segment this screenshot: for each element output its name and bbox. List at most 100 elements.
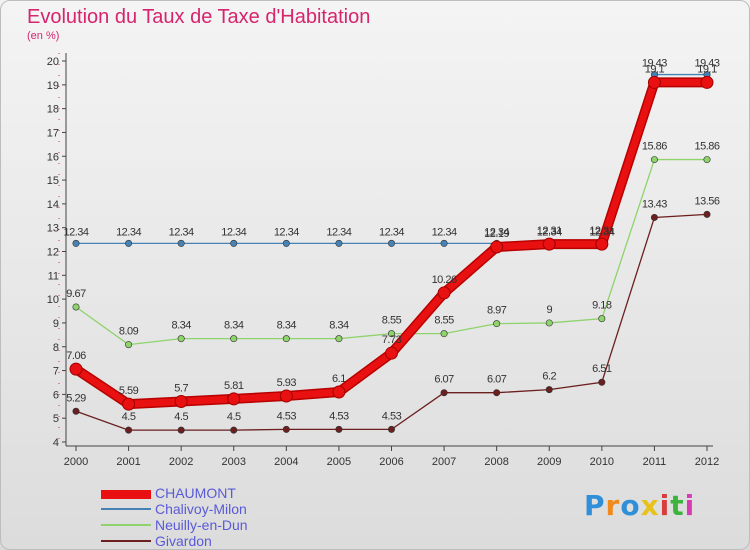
data-point xyxy=(335,239,343,247)
data-point xyxy=(440,389,448,397)
data-point xyxy=(279,389,293,403)
data-label: 15.86 xyxy=(642,141,667,153)
chart-title: Evolution du Taux de Taxe d'Habitation xyxy=(27,6,371,28)
data-point xyxy=(125,239,133,247)
x-tick-label: 2012 xyxy=(695,456,719,468)
data-point xyxy=(387,425,395,433)
y-tick-label: 5 xyxy=(53,413,59,425)
y-tick-label: 8 xyxy=(53,342,59,354)
x-tick-label: 2010 xyxy=(590,456,614,468)
data-label: 19.43 xyxy=(642,58,667,70)
x-tick-label: 2005 xyxy=(327,456,351,468)
data-label: 6.07 xyxy=(434,374,454,386)
x-tick-label: 2002 xyxy=(169,456,193,468)
data-point xyxy=(437,286,451,300)
data-label: 6.51 xyxy=(592,363,612,375)
data-label: 4.53 xyxy=(329,410,349,422)
data-point xyxy=(122,397,136,411)
data-label: 12.34 xyxy=(169,226,194,238)
legend-label-chaumont: CHAUMONT xyxy=(155,485,236,501)
data-label: 7.73 xyxy=(382,334,402,346)
y-tick-label: 19 xyxy=(47,80,59,92)
data-label: 9.18 xyxy=(592,300,612,312)
legend-swatch-chalivoy-milon xyxy=(101,508,151,510)
data-label: 9.67 xyxy=(66,288,86,300)
data-point xyxy=(227,392,241,406)
y-tick-label: 14 xyxy=(47,199,59,211)
data-point xyxy=(440,239,448,247)
x-tick-label: 2011 xyxy=(643,456,667,468)
data-label: 12.34 xyxy=(116,226,141,238)
data-point xyxy=(650,156,658,164)
logo-letter: t xyxy=(670,489,685,522)
data-label: 12.34 xyxy=(432,226,457,238)
data-point xyxy=(125,341,133,349)
data-label: 8.55 xyxy=(434,315,454,327)
data-label: 12.34 xyxy=(589,226,614,238)
data-label: 4.5 xyxy=(227,411,241,423)
data-point xyxy=(72,407,80,415)
data-point xyxy=(230,239,238,247)
data-label: 6.1 xyxy=(332,373,346,385)
data-label: 6.2 xyxy=(542,371,556,383)
data-label: 12.34 xyxy=(379,226,404,238)
data-point xyxy=(703,210,711,218)
data-label: 10.26 xyxy=(432,274,457,286)
y-tick-label: 16 xyxy=(47,151,59,163)
logo-letter: i xyxy=(684,489,696,522)
data-point xyxy=(174,395,188,409)
unit-label: (en %) xyxy=(27,30,60,42)
data-point xyxy=(282,239,290,247)
data-label: 13.43 xyxy=(642,198,667,210)
data-point xyxy=(230,426,238,434)
data-label: 12.34 xyxy=(484,226,509,238)
legend-swatch-chaumont xyxy=(101,490,151,499)
data-point xyxy=(647,75,661,89)
logo-letter: P xyxy=(584,489,606,522)
data-point xyxy=(387,330,395,338)
data-point xyxy=(230,335,238,343)
data-point xyxy=(72,239,80,247)
data-point xyxy=(335,425,343,433)
legend-swatch-neuilly-en-dun xyxy=(101,524,151,526)
data-point xyxy=(545,319,553,327)
data-point xyxy=(595,237,609,251)
data-point xyxy=(125,426,133,434)
data-label: 19.1 xyxy=(697,63,717,75)
y-tick-label: 10 xyxy=(47,294,59,306)
y-tick-label: 4 xyxy=(53,437,59,449)
data-point xyxy=(700,75,714,89)
legend-label-chalivoy-milon: Chalivoy-Milon xyxy=(155,501,247,517)
legend-label-neuilly-en-dun: Neuilly-en-Dun xyxy=(155,517,248,533)
y-tick-label: 20 xyxy=(47,56,59,68)
logo-letter: r xyxy=(605,489,621,522)
data-label: 4.53 xyxy=(382,410,402,422)
data-label: 12.34 xyxy=(274,226,299,238)
logo-letter: i xyxy=(659,489,671,522)
data-label: 7.06 xyxy=(66,350,86,362)
data-point xyxy=(598,378,606,386)
data-label: 5.29 xyxy=(66,392,86,404)
data-label: 12.34 xyxy=(63,226,88,238)
data-point xyxy=(385,346,398,360)
data-point xyxy=(177,335,185,343)
data-point xyxy=(387,239,395,247)
data-label: 12.19 xyxy=(484,228,509,240)
data-label: 4.5 xyxy=(174,411,188,423)
legend-swatch-givardon xyxy=(101,540,151,542)
y-tick-label: 12 xyxy=(47,247,59,259)
x-tick-label: 2004 xyxy=(274,456,298,468)
data-point xyxy=(335,335,343,343)
data-label: 5.7 xyxy=(174,383,188,395)
data-label: 13.56 xyxy=(694,195,719,207)
data-point xyxy=(332,385,346,399)
legend-label-givardon: Givardon xyxy=(155,533,212,549)
data-label: 8.34 xyxy=(277,320,297,332)
x-tick-label: 2001 xyxy=(116,456,140,468)
y-tick-label: 6 xyxy=(53,389,59,401)
data-point xyxy=(490,240,504,254)
data-label: 4.53 xyxy=(277,410,297,422)
x-tick-label: 2003 xyxy=(222,456,246,468)
data-point xyxy=(72,303,80,311)
